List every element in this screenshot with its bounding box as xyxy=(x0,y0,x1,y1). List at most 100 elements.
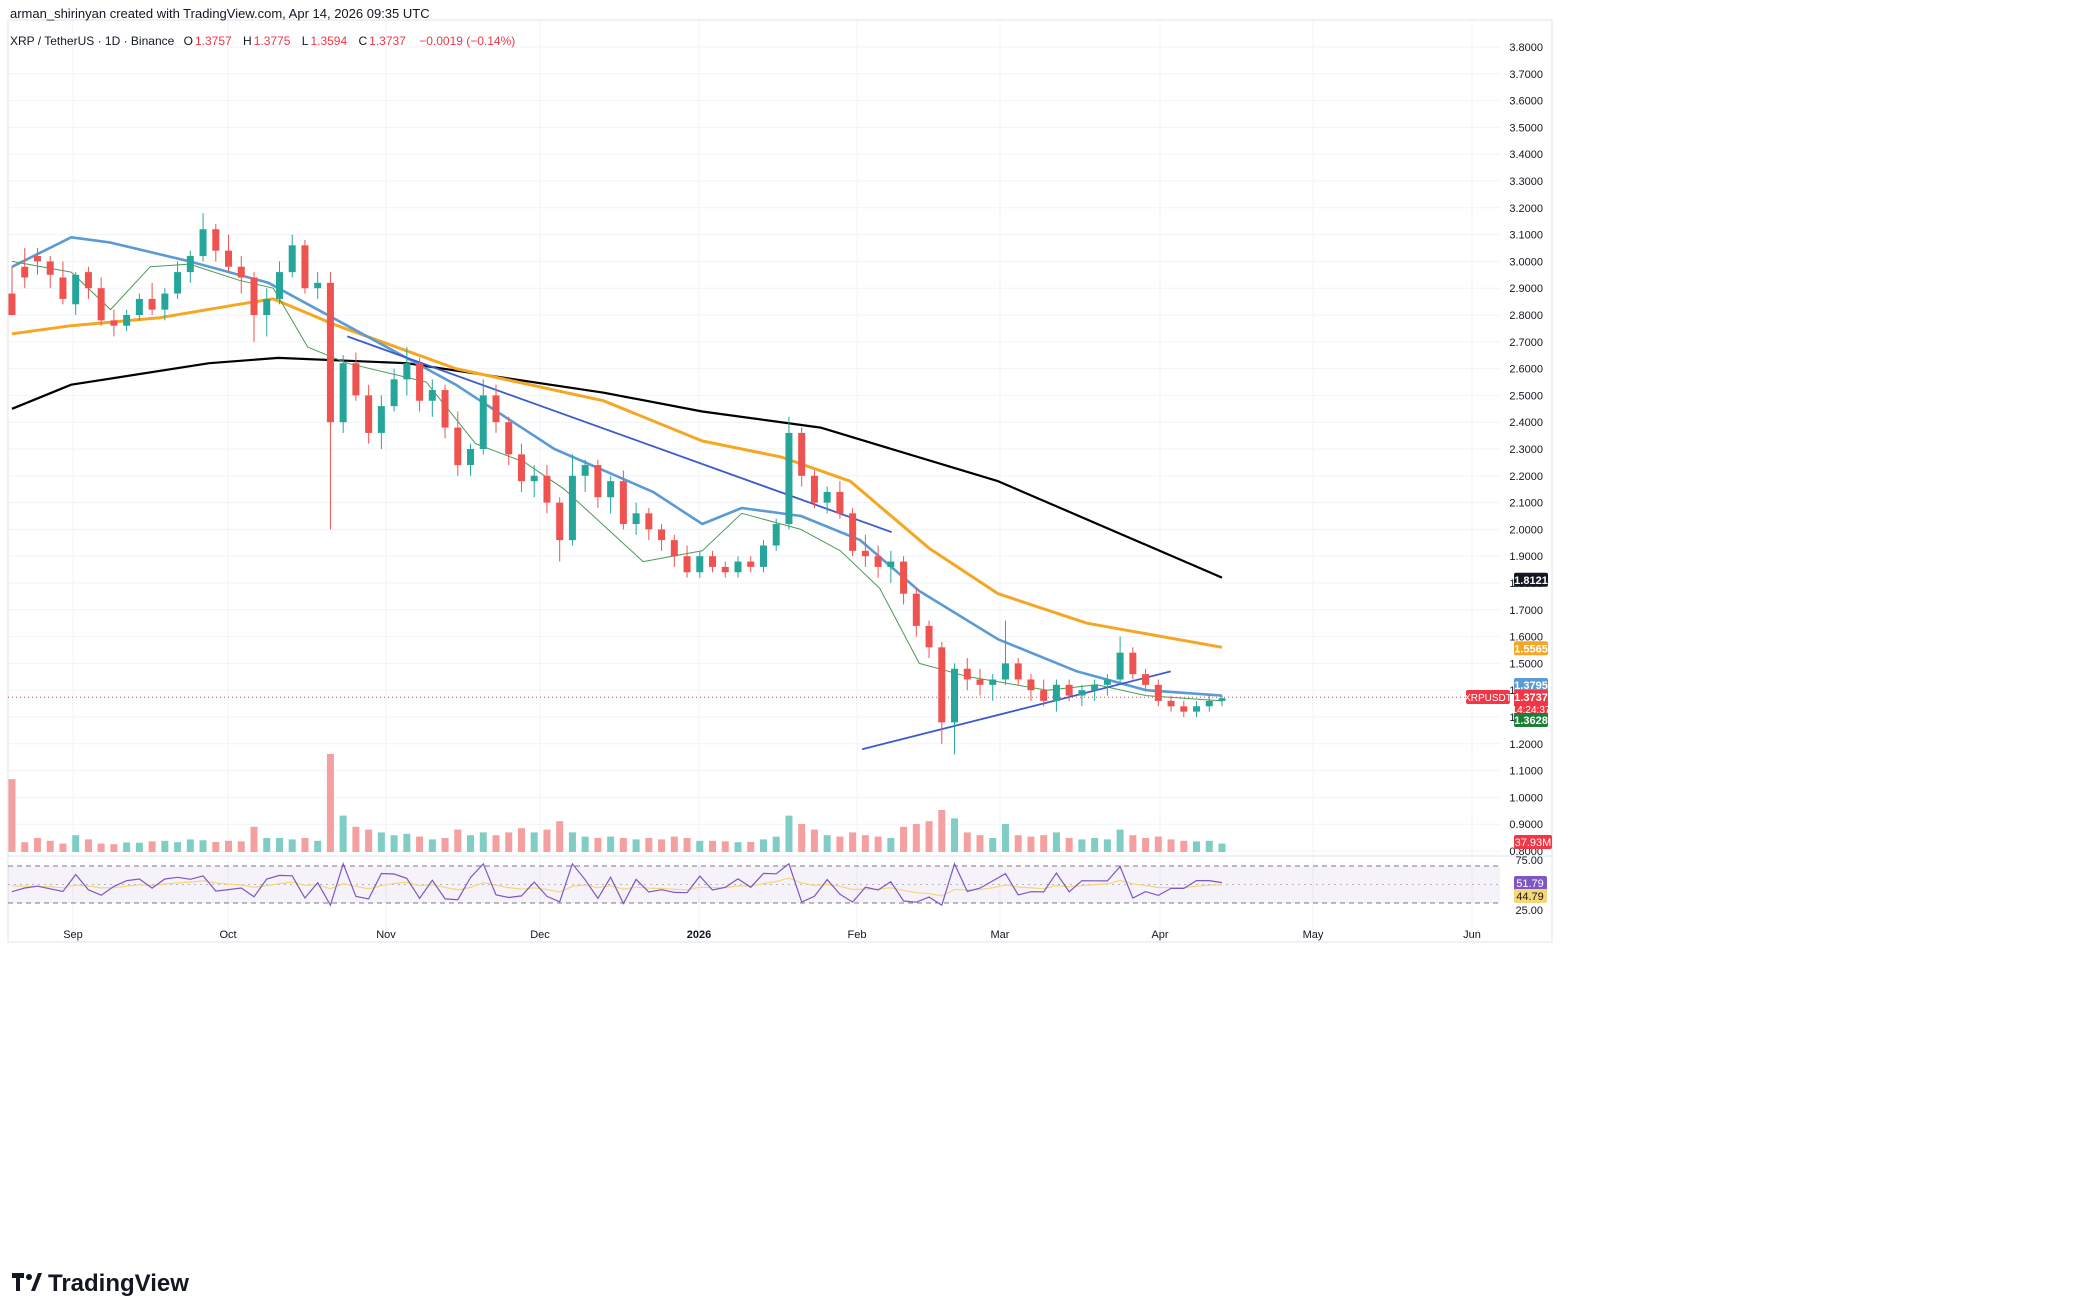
volume-bar xyxy=(84,839,92,852)
candle-body xyxy=(874,556,882,567)
candle-body xyxy=(237,266,245,278)
candle xyxy=(161,288,169,321)
volume-bar xyxy=(110,844,118,852)
candle xyxy=(836,481,844,519)
volume-tag-label: 37.93M xyxy=(1515,837,1552,849)
candle-body xyxy=(619,481,627,525)
candle xyxy=(263,288,271,337)
volume-bar xyxy=(594,838,602,852)
candle xyxy=(441,384,449,439)
symbol-tag xyxy=(1466,690,1510,704)
volume-bar xyxy=(849,832,857,852)
candle-body xyxy=(123,315,131,326)
candle-body xyxy=(467,449,475,466)
candle-body xyxy=(1091,684,1099,691)
volume-bar xyxy=(1142,838,1150,852)
volume-bar xyxy=(759,839,767,852)
candle xyxy=(326,272,334,530)
candle xyxy=(619,470,627,530)
y-tick-label: 2.0000 xyxy=(1509,524,1543,536)
candle-body xyxy=(225,250,233,267)
volume-bar xyxy=(33,838,41,852)
candle-body xyxy=(1142,674,1150,685)
candle-body xyxy=(607,481,615,498)
candle xyxy=(110,309,118,337)
volume-bar xyxy=(772,836,780,852)
volume-bar xyxy=(59,843,67,852)
candle xyxy=(148,282,156,315)
candle-body xyxy=(212,229,220,251)
volume-bar xyxy=(556,821,564,852)
candle-body xyxy=(696,556,704,573)
volume-bar xyxy=(97,843,105,852)
volume-bar xyxy=(1116,829,1124,852)
candle-body xyxy=(556,502,564,541)
open-value: 1.3757 xyxy=(194,34,232,48)
volume-bar xyxy=(186,839,194,852)
symbol-label[interactable]: XRP / TetherUS · 1D · Binance xyxy=(10,34,175,48)
x-tick-label: Apr xyxy=(1151,929,1168,941)
candle xyxy=(530,465,538,498)
volume-tag xyxy=(1514,835,1552,849)
low-value: 1.3594 xyxy=(310,34,348,48)
volume-bar xyxy=(1065,838,1073,852)
candle xyxy=(1014,658,1022,685)
candle xyxy=(951,663,959,755)
candle-body xyxy=(823,491,831,503)
symbol-tag-label: XRPUSDT xyxy=(1464,693,1512,704)
y-tick-label: 1.6000 xyxy=(1509,632,1543,644)
volume-bar xyxy=(237,841,245,852)
volume-bar xyxy=(1129,835,1137,852)
ema_fast-price-tag xyxy=(1514,713,1548,727)
candle xyxy=(594,459,602,508)
candle xyxy=(517,443,525,492)
candle xyxy=(607,475,615,514)
candle-body xyxy=(632,513,640,525)
volume-bar xyxy=(492,835,500,852)
candle-body xyxy=(810,475,818,503)
volume-bar xyxy=(326,754,334,852)
y-tick-label: 1.7000 xyxy=(1509,605,1543,617)
candle xyxy=(352,352,360,401)
volume-bar xyxy=(976,835,984,852)
time-axis[interactable]: Sep Oct Nov Dec 2026 Feb Mar Apr May Jun xyxy=(63,929,1481,941)
volume-bar xyxy=(1103,839,1111,852)
x-tick-label: 2026 xyxy=(687,929,711,941)
volume-bar xyxy=(72,835,80,852)
volume-bar xyxy=(123,842,131,852)
price-axis[interactable]: 3.8000 3.7000 3.6000 3.5000 3.4000 3.3000 3.20… xyxy=(1509,42,1543,858)
volume-bar xyxy=(861,835,869,852)
volume-bar xyxy=(619,838,627,852)
candle xyxy=(1180,700,1188,717)
candle xyxy=(989,674,997,701)
volume-bar xyxy=(1014,835,1022,852)
volume-bar xyxy=(199,840,207,852)
candle xyxy=(250,272,258,342)
candle-body xyxy=(161,293,169,310)
candle-body xyxy=(1027,679,1035,691)
candle xyxy=(1167,695,1175,712)
rsi-level-label: 75.00 xyxy=(1515,855,1543,867)
volume-bar xyxy=(709,840,717,852)
candle-body xyxy=(59,277,67,299)
volume-bar xyxy=(314,840,322,852)
candle-body xyxy=(938,647,946,723)
rsi-value-tag xyxy=(1514,889,1547,903)
candle-body xyxy=(403,363,411,380)
volume-bar xyxy=(479,832,487,852)
x-tick-label: Sep xyxy=(63,929,83,941)
volume-bar xyxy=(951,818,959,852)
ema_mid-price-label: 1.3795 xyxy=(1514,680,1548,692)
volume-bar xyxy=(912,824,920,852)
rsi-value-label: 51.79 xyxy=(1516,878,1544,890)
candle xyxy=(1129,647,1137,680)
volume-bar xyxy=(263,838,271,852)
tradingview-brand[interactable]: TradingView xyxy=(12,1270,189,1298)
y-tick-label: 0.9000 xyxy=(1509,819,1543,831)
candle-body xyxy=(365,395,373,433)
volume-bar xyxy=(403,833,411,852)
volume-bar xyxy=(505,832,513,852)
price-tags: 1.81211.55651.37951.373714:24:37XRPUSDT1… xyxy=(1464,572,1552,849)
brand-name: TradingView xyxy=(48,1270,189,1297)
